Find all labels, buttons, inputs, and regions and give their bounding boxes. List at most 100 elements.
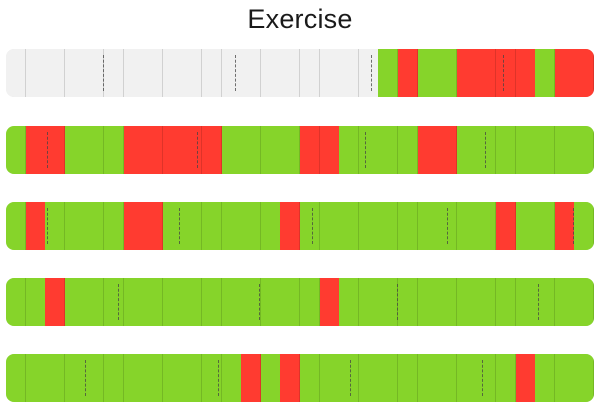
time-segment: [496, 126, 517, 174]
hour-marker: [311, 208, 313, 244]
time-segment: [84, 354, 105, 402]
hour-marker: [349, 360, 351, 396]
time-segment: [45, 354, 66, 402]
time-segment: [221, 202, 242, 250]
hour-marker: [117, 284, 119, 320]
time-segment: [64, 126, 85, 174]
time-segment: [496, 202, 517, 250]
time-segment: [123, 202, 144, 250]
hour-marker: [447, 208, 448, 244]
time-segment: [143, 126, 164, 174]
time-segment: [280, 202, 301, 250]
time-segment: [319, 126, 340, 174]
time-segment: [123, 278, 144, 326]
hour-marker: [397, 284, 399, 320]
time-segment: [515, 126, 536, 174]
time-segment: [358, 202, 379, 250]
time-segment: [64, 202, 85, 250]
time-segment: [162, 126, 183, 174]
time-segment: [241, 278, 262, 326]
time-segment: [25, 354, 46, 402]
time-segment: [241, 126, 262, 174]
time-segment: [202, 126, 223, 174]
time-segment: [358, 354, 379, 402]
time-segment: [241, 202, 262, 250]
hour-marker: [482, 360, 484, 396]
time-segment: [300, 49, 321, 97]
time-segment: [417, 126, 438, 174]
hour-marker: [258, 284, 260, 320]
time-segment: [221, 126, 242, 174]
time-segment: [515, 354, 536, 402]
time-segment: [378, 49, 399, 97]
time-segment: [339, 354, 360, 402]
time-segment: [398, 354, 419, 402]
time-segment: [554, 126, 575, 174]
exercise-row-3: [6, 202, 594, 250]
time-segment: [260, 126, 281, 174]
time-segment: [496, 49, 517, 97]
time-segment: [25, 278, 46, 326]
hour-marker: [485, 132, 487, 168]
time-segment: [417, 202, 438, 250]
time-segment: [182, 202, 203, 250]
time-segment: [456, 202, 477, 250]
time-segment: [496, 278, 517, 326]
time-segment: [574, 278, 594, 326]
time-segment: [319, 278, 340, 326]
time-segment: [64, 354, 85, 402]
time-segment: [143, 278, 164, 326]
time-segment: [398, 278, 419, 326]
hour-marker: [364, 132, 366, 168]
time-segment: [476, 202, 497, 250]
time-segment: [378, 126, 399, 174]
time-segment: [476, 354, 497, 402]
time-segment: [6, 202, 27, 250]
time-segment: [535, 202, 556, 250]
time-segment: [300, 126, 321, 174]
time-segment: [202, 354, 223, 402]
time-segment: [162, 278, 183, 326]
time-segment: [260, 354, 281, 402]
time-segment: [417, 354, 438, 402]
time-segment: [202, 278, 223, 326]
time-segment: [554, 354, 575, 402]
time-segment: [300, 202, 321, 250]
time-segment: [241, 49, 262, 97]
time-segment: [574, 49, 594, 97]
time-segment: [45, 278, 66, 326]
time-segment: [515, 202, 536, 250]
time-segment: [6, 278, 27, 326]
time-segment: [143, 354, 164, 402]
time-segment: [554, 202, 575, 250]
time-segment: [437, 354, 458, 402]
time-segment: [182, 278, 203, 326]
time-segment: [554, 49, 575, 97]
time-segment: [319, 202, 340, 250]
time-segment: [417, 278, 438, 326]
time-segment: [535, 49, 556, 97]
time-segment: [456, 278, 477, 326]
time-segment: [123, 49, 144, 97]
exercise-row-5: [6, 354, 594, 402]
hour-marker: [573, 208, 575, 244]
time-segment: [280, 278, 301, 326]
time-segment: [358, 126, 379, 174]
hour-marker: [502, 55, 504, 91]
time-segment: [535, 126, 556, 174]
time-segment: [300, 354, 321, 402]
time-segment: [162, 49, 183, 97]
time-segment: [241, 354, 262, 402]
hour-marker: [47, 208, 49, 244]
time-segment: [202, 202, 223, 250]
time-segment: [25, 202, 46, 250]
time-segment: [104, 126, 125, 174]
time-segment: [123, 126, 144, 174]
time-segment: [437, 126, 458, 174]
time-segment: [104, 278, 125, 326]
time-segment: [417, 49, 438, 97]
time-segment: [554, 278, 575, 326]
time-segment: [574, 126, 594, 174]
time-segment: [437, 49, 458, 97]
time-segment: [202, 49, 223, 97]
